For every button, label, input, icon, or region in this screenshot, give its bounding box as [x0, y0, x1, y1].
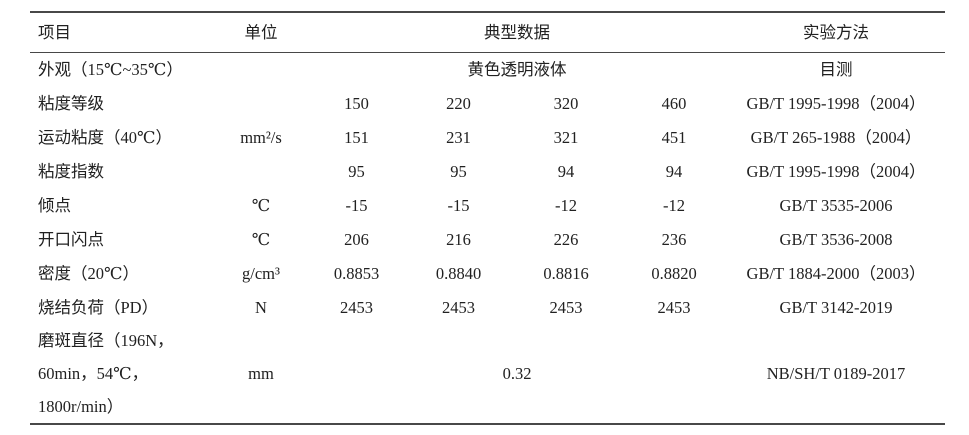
value-cell: 150	[344, 93, 369, 113]
value-cell: -15	[447, 195, 470, 215]
method-cell: GB/T 265-1988（2004）	[750, 127, 922, 147]
value-cell: 226	[553, 229, 579, 249]
table-row-viscosity-grade: 粘度等级 150 220 320 460 GB/T 1995-1998（2004…	[30, 86, 945, 120]
value-cell: 220	[446, 93, 471, 113]
unit-cell: ℃	[251, 195, 271, 215]
unit-cell: mm²/s	[240, 127, 282, 147]
row-label: 运动粘度（40℃）	[38, 127, 172, 147]
table-row-density: 密度（20℃） g/cm³ 0.8853 0.8840 0.8816 0.882…	[30, 256, 945, 290]
unit-cell: ℃	[251, 229, 271, 249]
unit-cell: g/cm³	[242, 263, 280, 283]
value-cell: 2453	[657, 297, 691, 317]
table-row-flash-point: 开口闪点 ℃ 206 216 226 236 GB/T 3536-2008	[30, 222, 945, 256]
method-cell: GB/T 3142-2019	[779, 297, 893, 317]
value-cell: 206	[344, 229, 369, 249]
table-row-sintering-load: 烧结负荷（PD） N 2453 2453 2453 2453 GB/T 3142…	[30, 290, 945, 324]
row-label: 密度（20℃）	[38, 263, 139, 283]
unit-cell	[215, 86, 307, 120]
value-cell: 231	[446, 127, 471, 147]
method-cell: NB/SH/T 0189-2017	[766, 364, 906, 383]
row-label: 粘度指数	[38, 161, 104, 181]
value-cell: 216	[446, 229, 471, 249]
merged-value-cell: 黄色透明液体	[467, 59, 567, 79]
merged-value-cell: 0.32	[502, 364, 532, 383]
table-row-appearance: 外观（15℃~35℃） 黄色透明液体 目测	[30, 52, 945, 86]
value-cell: 2453	[549, 297, 583, 317]
value-cell: 0.8840	[435, 263, 482, 283]
value-cell: 236	[661, 229, 687, 249]
unit-cell: mm	[248, 364, 274, 383]
unit-cell: N	[255, 297, 267, 317]
col-header-unit: 单位	[244, 22, 278, 42]
method-cell: GB/T 1995-1998（2004）	[746, 161, 926, 181]
value-cell: 2453	[442, 297, 475, 317]
table-row-wear-scar-diameter: 磨斑直径（196N， 60min，54℃， 1800r/min） mm 0.32…	[30, 324, 945, 424]
value-cell: 0.8820	[651, 263, 697, 283]
value-cell: 460	[661, 93, 687, 113]
row-label: 倾点	[38, 195, 71, 215]
col-header-item: 项目	[38, 22, 71, 42]
method-cell: GB/T 3536-2008	[779, 229, 893, 249]
method-cell: GB/T 1884-2000（2003）	[746, 263, 926, 283]
col-header-method: 实验方法	[803, 22, 869, 42]
value-cell: 95	[450, 161, 467, 181]
value-cell: -12	[663, 195, 685, 215]
table-row-viscosity-index: 粘度指数 95 95 94 94 GB/T 1995-1998（2004）	[30, 154, 945, 188]
row-label: 烧结负荷（PD）	[38, 297, 159, 317]
table-row-pour-point: 倾点 ℃ -15 -15 -12 -12 GB/T 3535-2006	[30, 188, 945, 222]
value-cell: 95	[348, 161, 365, 181]
value-cell: -15	[345, 195, 368, 215]
row-label: 外观（15℃~35℃）	[38, 59, 183, 79]
unit-cell	[215, 154, 307, 188]
value-cell: 451	[661, 127, 687, 147]
method-cell: GB/T 1995-1998（2004）	[746, 93, 926, 113]
row-label: 磨斑直径（196N， 60min，54℃， 1800r/min）	[38, 331, 174, 416]
value-cell: 94	[557, 161, 575, 181]
header-row: 项目 单位 典型数据 实验方法	[30, 12, 945, 52]
value-cell: 320	[553, 93, 579, 113]
value-cell: 2453	[340, 297, 373, 317]
value-cell: 0.8853	[333, 263, 380, 283]
row-label: 开口闪点	[38, 229, 104, 249]
method-cell: 目测	[819, 59, 853, 79]
row-label: 粘度等级	[38, 93, 104, 113]
value-cell: 0.8816	[543, 263, 589, 283]
value-cell: 321	[553, 127, 579, 147]
unit-cell	[215, 52, 307, 86]
value-cell: -12	[555, 195, 577, 215]
value-cell: 151	[344, 127, 369, 147]
col-header-typical-data: 典型数据	[484, 22, 550, 42]
table-row-kinematic-viscosity: 运动粘度（40℃） mm²/s 151 231 321 451 GB/T 265…	[30, 120, 945, 154]
value-cell: 94	[665, 161, 683, 181]
method-cell: GB/T 3535-2006	[779, 195, 893, 215]
spec-table: 项目 单位 典型数据 实验方法 外观（15℃~35℃） 黄色透明液体 目测 粘度…	[30, 11, 945, 425]
